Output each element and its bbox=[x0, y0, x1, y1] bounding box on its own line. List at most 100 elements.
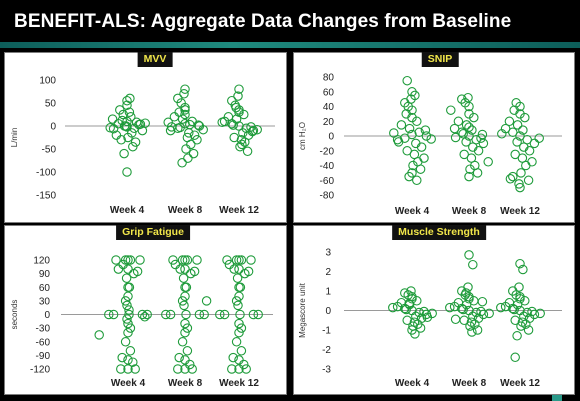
data-point bbox=[421, 131, 432, 141]
data-point bbox=[173, 93, 183, 104]
data-point bbox=[107, 114, 118, 124]
chart-title: MVV bbox=[137, 52, 173, 67]
y-tick-label: 30 bbox=[39, 296, 51, 307]
data-point bbox=[130, 364, 140, 374]
data-point bbox=[521, 319, 531, 329]
data-point bbox=[192, 255, 202, 265]
data-point bbox=[122, 167, 132, 177]
data-point bbox=[122, 122, 132, 132]
data-point bbox=[140, 312, 150, 322]
data-point bbox=[180, 109, 190, 120]
data-point bbox=[161, 309, 171, 320]
y-tick-label: -50 bbox=[42, 145, 57, 156]
data-point bbox=[512, 120, 523, 130]
data-point bbox=[231, 337, 242, 347]
data-point bbox=[140, 118, 150, 128]
data-point bbox=[173, 364, 183, 374]
data-point bbox=[128, 357, 138, 367]
data-point bbox=[108, 309, 119, 320]
data-point bbox=[521, 160, 531, 171]
data-point bbox=[512, 331, 522, 341]
data-point bbox=[415, 323, 426, 333]
data-point bbox=[193, 120, 204, 130]
data-point bbox=[407, 87, 417, 97]
data-point bbox=[478, 138, 489, 149]
y-tick-label: 0 bbox=[325, 306, 331, 317]
data-point bbox=[459, 149, 469, 160]
y-tick-label: -20 bbox=[320, 146, 335, 157]
data-point bbox=[404, 171, 414, 182]
data-point bbox=[180, 282, 190, 293]
data-point bbox=[222, 255, 232, 265]
x-category-label: Week 8 bbox=[452, 378, 487, 389]
data-point bbox=[228, 120, 238, 130]
data-point bbox=[445, 302, 455, 313]
data-point bbox=[472, 325, 483, 335]
data-point bbox=[464, 109, 474, 119]
page-title: BENEFIT-ALS: Aggregate Data Changes from… bbox=[14, 11, 512, 32]
data-point bbox=[408, 160, 418, 171]
data-point bbox=[123, 264, 133, 274]
data-point bbox=[142, 309, 152, 320]
data-point bbox=[181, 144, 191, 154]
data-point bbox=[187, 364, 197, 374]
grip-fatigue-chart-panel: 120 90 60 30 0 -30 -60 -90 -120 seconds Week 4 Week… bbox=[4, 225, 287, 395]
data-point bbox=[473, 146, 484, 156]
data-point bbox=[177, 337, 188, 347]
data-point bbox=[182, 255, 193, 265]
y-tick-label: 50 bbox=[45, 99, 57, 110]
data-point bbox=[120, 255, 131, 265]
y-tick-label: -2 bbox=[322, 345, 331, 356]
y-tick-label: 60 bbox=[323, 87, 335, 98]
data-point bbox=[534, 133, 544, 143]
data-point bbox=[120, 296, 131, 306]
data-point bbox=[188, 148, 199, 159]
y-axis-label: Megascore unit bbox=[298, 282, 307, 337]
data-point bbox=[165, 309, 176, 320]
data-point bbox=[186, 268, 196, 279]
data-point bbox=[124, 309, 134, 320]
x-category-label: Week 4 bbox=[110, 205, 145, 216]
data-point bbox=[177, 158, 187, 168]
data-point bbox=[450, 314, 461, 325]
data-point bbox=[511, 98, 521, 108]
data-point bbox=[116, 364, 126, 374]
x-category-label: Week 8 bbox=[452, 206, 487, 217]
data-point bbox=[416, 142, 427, 152]
data-point bbox=[240, 268, 250, 279]
chart-svg: 3 2 1 0 -1 -2 -3 Megascore unit Week 4 Week 8 Week… bbox=[298, 248, 562, 389]
data-point bbox=[247, 126, 258, 137]
y-tick-label: -1 bbox=[322, 326, 331, 337]
y-tick-label: -150 bbox=[36, 191, 56, 202]
y-tick-label: -80 bbox=[320, 191, 335, 202]
data-point bbox=[123, 327, 133, 338]
data-point bbox=[199, 309, 209, 320]
data-point bbox=[527, 157, 537, 167]
data-point bbox=[518, 125, 528, 135]
data-point bbox=[246, 122, 256, 132]
data-point bbox=[461, 137, 471, 147]
data-point bbox=[509, 304, 519, 315]
data-point bbox=[234, 264, 244, 274]
data-point bbox=[234, 255, 244, 265]
data-point bbox=[117, 352, 127, 363]
data-point bbox=[458, 129, 468, 139]
data-point bbox=[535, 308, 545, 319]
x-category-label: Week 8 bbox=[168, 378, 203, 389]
data-point bbox=[472, 168, 483, 178]
data-point bbox=[467, 125, 477, 135]
data-point bbox=[234, 291, 244, 302]
data-point bbox=[253, 309, 263, 320]
data-point bbox=[128, 141, 138, 152]
data-point bbox=[129, 268, 139, 279]
data-point bbox=[123, 282, 133, 293]
data-point bbox=[235, 309, 245, 320]
data-point bbox=[510, 315, 520, 326]
data-point bbox=[483, 157, 493, 167]
data-point bbox=[406, 286, 416, 296]
data-point bbox=[426, 134, 436, 144]
data-point bbox=[239, 109, 249, 120]
data-point bbox=[177, 296, 188, 306]
data-point bbox=[453, 297, 464, 308]
data-point bbox=[477, 296, 488, 307]
